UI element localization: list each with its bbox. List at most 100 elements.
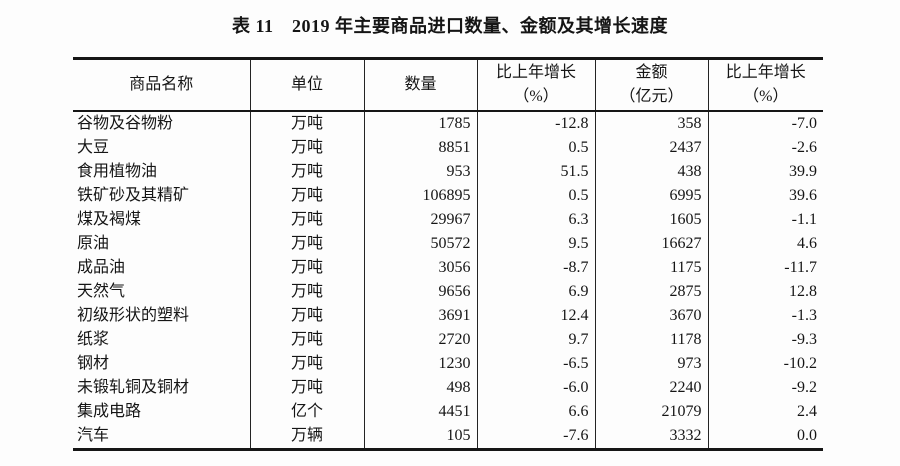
quantity-cell: 29967 xyxy=(364,208,478,232)
quantity-growth-cell: 6.6 xyxy=(477,400,596,424)
commodity-name-cell: 煤及褐煤 xyxy=(73,208,251,232)
quantity-cell: 498 xyxy=(364,376,478,400)
value-growth-cell: 39.6 xyxy=(789,187,817,204)
value-cell: 3670 xyxy=(595,304,709,328)
unit-cell: 万吨 xyxy=(250,136,365,160)
value-cell: 3332 xyxy=(595,424,709,450)
unit-cell: 万吨 xyxy=(250,256,365,280)
column-header: 数量 xyxy=(364,58,478,112)
value-growth-cell: -10.2 xyxy=(783,355,817,372)
unit-cell: 万吨 xyxy=(250,376,365,400)
unit-cell: 万吨 xyxy=(250,304,365,328)
quantity-growth-cell: 0.5 xyxy=(477,136,596,160)
quantity-cell: 8851 xyxy=(364,136,478,160)
table-row: 钢材 万吨 1230 -6.5 973 -10.2 xyxy=(73,352,823,376)
quantity-cell: 105 xyxy=(364,424,478,450)
column-header: 单位 xyxy=(250,58,365,112)
table-row: 天然气 万吨 9656 6.9 2875 12.8 xyxy=(73,280,823,304)
table-row: 大豆 万吨 8851 0.5 2437 -2.6 xyxy=(73,136,823,160)
unit-cell: 万吨 xyxy=(250,184,365,208)
unit-cell: 万吨 xyxy=(250,208,365,232)
quantity-cell: 106895 xyxy=(364,184,478,208)
commodity-name-cell: 原油 xyxy=(73,232,251,256)
table-row: 初级形状的塑料 万吨 3691 12.4 3670 -1.3 xyxy=(73,304,823,328)
value-cell: 6995 xyxy=(595,184,709,208)
unit-cell: 万辆 xyxy=(250,424,365,450)
value-cell: 1178 xyxy=(595,328,709,352)
commodity-name-cell: 初级形状的塑料 xyxy=(73,304,251,328)
table-title: 表 11 2019 年主要商品进口数量、金额及其增长速度 xyxy=(231,16,668,36)
quantity-cell: 2720 xyxy=(364,328,478,352)
value-growth-cell: 2.4 xyxy=(797,403,817,420)
unit-cell: 万吨 xyxy=(250,328,365,352)
commodity-name-cell: 铁矿砂及其精矿 xyxy=(73,184,251,208)
commodity-name-cell: 纸浆 xyxy=(73,328,251,352)
commodity-name-cell: 钢材 xyxy=(73,352,251,376)
value-cell: 973 xyxy=(595,352,709,376)
table-row: 铁矿砂及其精矿 万吨 106895 0.5 6995 39.6 xyxy=(73,184,823,208)
value-cell: 16627 xyxy=(595,232,709,256)
table-row: 谷物及谷物粉 万吨 1785 -12.8 358 -7.0 xyxy=(73,111,823,136)
commodity-name-cell: 大豆 xyxy=(73,136,251,160)
value-growth-cell: 0.0 xyxy=(797,427,817,444)
value-growth-cell: 4.6 xyxy=(797,235,817,252)
commodity-name-cell: 食用植物油 xyxy=(73,160,251,184)
table-row: 煤及褐煤 万吨 29967 6.3 1605 -1.1 xyxy=(73,208,823,232)
quantity-growth-cell: -7.6 xyxy=(477,424,596,450)
quantity-growth-cell: 6.9 xyxy=(477,280,596,304)
unit-cell: 万吨 xyxy=(250,232,365,256)
unit-cell: 万吨 xyxy=(250,160,365,184)
header-row: 商品名称 单位 数量 比上年增长 （%） 金额 （亿元） 比上年增长 （%） xyxy=(73,58,823,112)
table-row: 集成电路 亿个 4451 6.6 21079 2.4 xyxy=(73,400,823,424)
import-commodities-table: 商品名称 单位 数量 比上年增长 （%） 金额 （亿元） 比上年增长 （%） 谷物及谷物粉… xyxy=(73,57,823,451)
unit-cell: 万吨 xyxy=(250,352,365,376)
quantity-cell: 9656 xyxy=(364,280,478,304)
quantity-growth-cell: -12.8 xyxy=(477,111,596,136)
value-cell: 2437 xyxy=(595,136,709,160)
quantity-growth-cell: 12.4 xyxy=(477,304,596,328)
column-header: 商品名称 xyxy=(73,58,251,112)
table-row: 成品油 万吨 3056 -8.7 1175 -11.7 xyxy=(73,256,823,280)
value-growth-cell: -2.6 xyxy=(791,139,817,156)
value-growth-cell: -11.7 xyxy=(784,259,817,276)
value-cell: 1605 xyxy=(595,208,709,232)
value-growth-cell: 39.9 xyxy=(789,163,817,180)
quantity-cell: 1230 xyxy=(364,352,478,376)
value-cell: 438 xyxy=(595,160,709,184)
commodity-name-cell: 谷物及谷物粉 xyxy=(73,111,251,136)
quantity-growth-cell: -8.7 xyxy=(477,256,596,280)
quantity-cell: 3056 xyxy=(364,256,478,280)
commodity-name-cell: 汽车 xyxy=(73,424,251,450)
quantity-cell: 50572 xyxy=(364,232,478,256)
quantity-cell: 1785 xyxy=(364,111,478,136)
value-growth-cell: -9.3 xyxy=(791,331,817,348)
value-cell: 2875 xyxy=(595,280,709,304)
quantity-growth-cell: 9.5 xyxy=(477,232,596,256)
table-row: 纸浆 万吨 2720 9.7 1178 -9.3 xyxy=(73,328,823,352)
quantity-cell: 953 xyxy=(364,160,478,184)
unit-cell: 万吨 xyxy=(250,280,365,304)
value-growth-cell: -9.2 xyxy=(791,379,817,396)
table-header: 商品名称 单位 数量 比上年增长 （%） 金额 （亿元） 比上年增长 （%） xyxy=(73,58,823,112)
table-row: 未锻轧铜及铜材 万吨 498 -6.0 2240 -9.2 xyxy=(73,376,823,400)
value-growth-cell: -7.0 xyxy=(791,115,817,132)
table-row: 汽车 万辆 105 -7.6 3332 0.0 xyxy=(73,424,823,450)
column-header: 比上年增长 （%） xyxy=(477,58,596,112)
quantity-growth-cell: 6.3 xyxy=(477,208,596,232)
table-row: 原油 万吨 50572 9.5 16627 4.6 xyxy=(73,232,823,256)
quantity-growth-cell: -6.5 xyxy=(477,352,596,376)
value-cell: 358 xyxy=(595,111,709,136)
quantity-cell: 3691 xyxy=(364,304,478,328)
value-growth-cell: -1.1 xyxy=(791,211,817,228)
quantity-growth-cell: 9.7 xyxy=(477,328,596,352)
value-growth-cell: 12.8 xyxy=(789,283,817,300)
commodity-name-cell: 天然气 xyxy=(73,280,251,304)
unit-cell: 万吨 xyxy=(250,111,365,136)
quantity-growth-cell: 0.5 xyxy=(477,184,596,208)
quantity-growth-cell: -6.0 xyxy=(477,376,596,400)
unit-cell: 亿个 xyxy=(250,400,365,424)
quantity-cell: 4451 xyxy=(364,400,478,424)
table-body: 谷物及谷物粉 万吨 1785 -12.8 358 -7.0 大豆 万吨 8851 0.5 2437-… xyxy=(73,111,823,450)
commodity-name-cell: 集成电路 xyxy=(73,400,251,424)
